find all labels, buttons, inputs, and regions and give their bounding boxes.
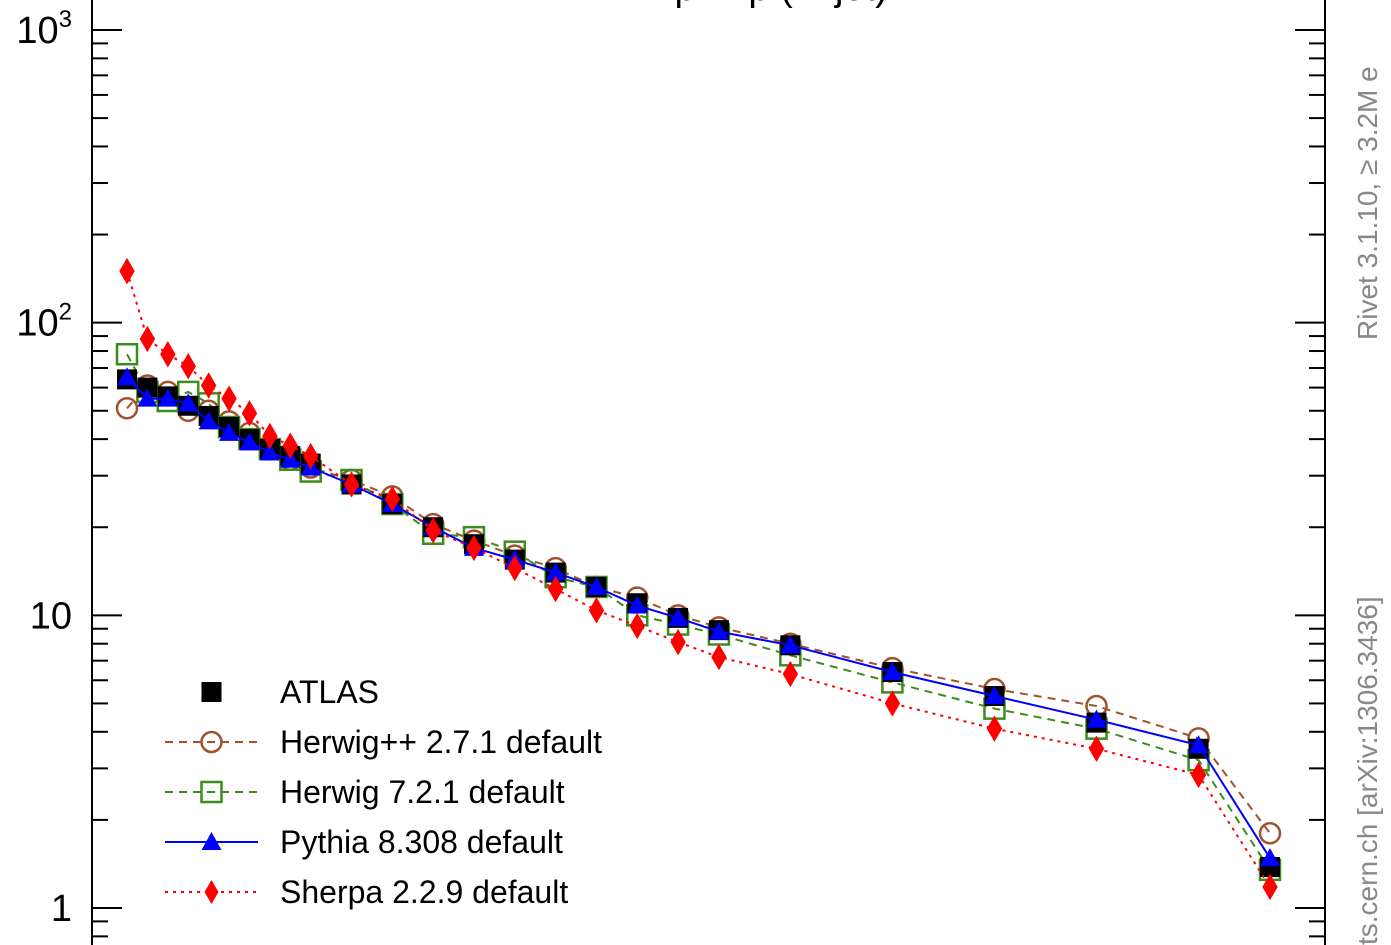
data-point [984, 686, 1005, 705]
data-point [466, 534, 482, 562]
data-point [157, 388, 178, 407]
data-point [507, 554, 523, 582]
chart-title: ... p ... p (... jet) [632, 0, 888, 9]
data-point [1086, 709, 1107, 728]
data-point [1088, 735, 1105, 762]
legend-label: ATLAS [280, 674, 379, 710]
data-point [221, 385, 237, 412]
data-point [139, 325, 156, 353]
data-point [782, 660, 799, 688]
data-point [668, 607, 689, 626]
data-point [115, 342, 139, 366]
data-point [384, 485, 401, 513]
data-point [262, 422, 278, 450]
data-point [302, 442, 319, 470]
data-point [629, 612, 645, 640]
data-point [708, 621, 729, 640]
data-point [115, 397, 139, 420]
data-point [200, 730, 223, 754]
rivet-version-label: Rivet 3.1.10, ≥ 3.2M e [1352, 66, 1383, 340]
data-point [884, 690, 901, 717]
data-point [239, 432, 260, 451]
data-point [1260, 848, 1280, 867]
data-point [259, 442, 280, 461]
data-point [241, 400, 258, 427]
legend-entry: Herwig 7.2.1 default [165, 774, 565, 810]
y-tick-label: 10 [30, 595, 72, 637]
legend-label: Sherpa 2.2.9 default [280, 874, 568, 910]
data-point [1258, 822, 1282, 845]
data-point [219, 422, 240, 441]
legend-label: Herwig++ 2.7.1 default [280, 724, 602, 760]
y-tick-label: 102 [16, 299, 72, 345]
data-point [425, 517, 441, 544]
data-point [198, 411, 219, 430]
data-point [117, 367, 137, 386]
data-point [780, 635, 801, 654]
data-point [200, 780, 223, 804]
data-point [282, 432, 298, 459]
data-point [547, 575, 564, 603]
data-point [343, 471, 360, 498]
data-point [882, 662, 903, 681]
legend-entry: Sherpa 2.2.9 default [165, 874, 568, 910]
data-point [137, 388, 158, 407]
data-point [1190, 761, 1207, 789]
data-point [201, 682, 222, 702]
data-point [178, 393, 199, 412]
data-point [586, 576, 607, 595]
series-layer [115, 257, 1282, 901]
data-point [588, 597, 605, 624]
data-point [204, 880, 219, 904]
legend-entry: Herwig++ 2.7.1 default [165, 724, 602, 760]
data-point [627, 595, 648, 614]
legend-label: Pythia 8.308 default [280, 824, 563, 860]
data-point [160, 341, 176, 368]
legend-entry: Pythia 8.308 default [165, 824, 563, 860]
legend-label: Herwig 7.2.1 default [280, 774, 565, 810]
data-point [545, 562, 566, 581]
legend-entry: ATLAS [201, 674, 379, 710]
legend: ATLAS Herwig++ 2.7.1 default Herwig 7.2.1 … [165, 674, 602, 910]
data-point [201, 832, 222, 850]
data-point [180, 352, 196, 380]
y-tick-label: 1 [51, 888, 72, 930]
data-point [711, 643, 727, 671]
data-point [670, 628, 686, 656]
series-sherpa-2-2-9-default [119, 257, 1278, 901]
data-point [119, 257, 135, 285]
data-point [200, 372, 217, 399]
data-point [1262, 873, 1278, 901]
data-point [986, 715, 1003, 742]
y-tick-label: 103 [16, 6, 72, 52]
arxiv-reference-label: ts.cern.ch [arXiv:1306.3436] [1352, 596, 1383, 945]
data-point [1188, 735, 1209, 754]
